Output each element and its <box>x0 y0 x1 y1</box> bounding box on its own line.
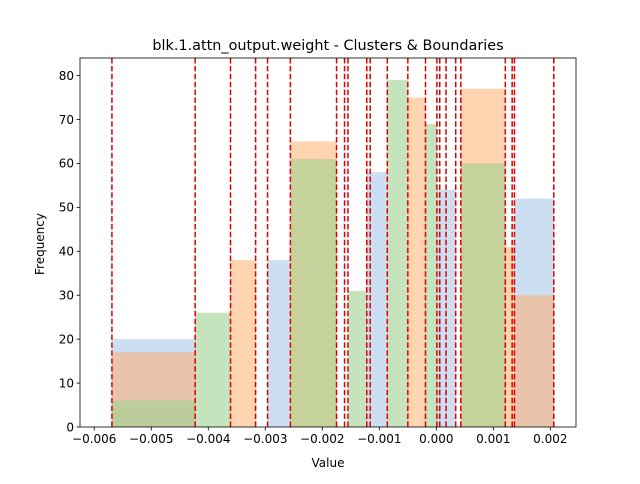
x-tick-label: 0.002 <box>533 432 567 446</box>
y-tick-label: 10 <box>59 376 74 390</box>
y-tick-label: 30 <box>59 289 74 303</box>
y-tick-label: 80 <box>59 69 74 83</box>
y-tick-label: 40 <box>59 245 74 259</box>
x-tick-label: −0.005 <box>129 432 173 446</box>
x-axis: −0.006 −0.005 −0.004 −0.003 −0.002 −0.001 0.00… <box>72 427 568 446</box>
y-tick-label: 0 <box>66 420 74 434</box>
histogram-bar-series-2-2 <box>230 260 256 427</box>
x-tick-label: 0.001 <box>476 432 510 446</box>
histogram-bar-series-3-6 <box>425 123 437 428</box>
x-tick-label: −0.002 <box>300 432 344 446</box>
histogram-bar-series-3-4 <box>347 290 367 427</box>
x-tick-label: −0.006 <box>72 432 116 446</box>
histogram-bar-series-2-6 <box>505 246 515 427</box>
histogram-bar-series-1-3 <box>366 172 388 427</box>
x-tick-label: 0.000 <box>419 432 453 446</box>
histogram-bar-series-1-2 <box>267 260 291 427</box>
x-tick-label: −0.001 <box>357 432 401 446</box>
y-tick-label: 60 <box>59 157 74 171</box>
histogram-bar-series-3-2 <box>195 312 231 427</box>
x-tick-label: −0.003 <box>243 432 287 446</box>
y-tick-label: 70 <box>59 113 74 127</box>
histogram-bar-series-3-5 <box>387 79 408 427</box>
y-axis-label: Frequency <box>33 213 47 275</box>
histogram-bars <box>111 79 554 428</box>
y-tick-label: 20 <box>59 332 74 346</box>
x-tick-label: −0.004 <box>186 432 230 446</box>
y-tick-label: 50 <box>59 201 74 215</box>
y-axis: 0 10 20 30 40 50 60 70 80 <box>59 69 80 434</box>
histogram-bar-series-3-3 <box>290 159 337 428</box>
histogram-bar-series-3-7 <box>460 163 506 427</box>
cluster-boundaries <box>111 58 555 427</box>
histogram-bar-series-3-1 <box>111 400 196 427</box>
plot-frame <box>79 57 577 428</box>
x-axis-label: Value <box>312 456 345 470</box>
chart-title: blk.1.attn_output.weight - Clusters & Bo… <box>152 38 503 54</box>
histogram-bar-series-2-4 <box>407 97 426 428</box>
histogram-bar-series-2-7 <box>514 295 554 427</box>
